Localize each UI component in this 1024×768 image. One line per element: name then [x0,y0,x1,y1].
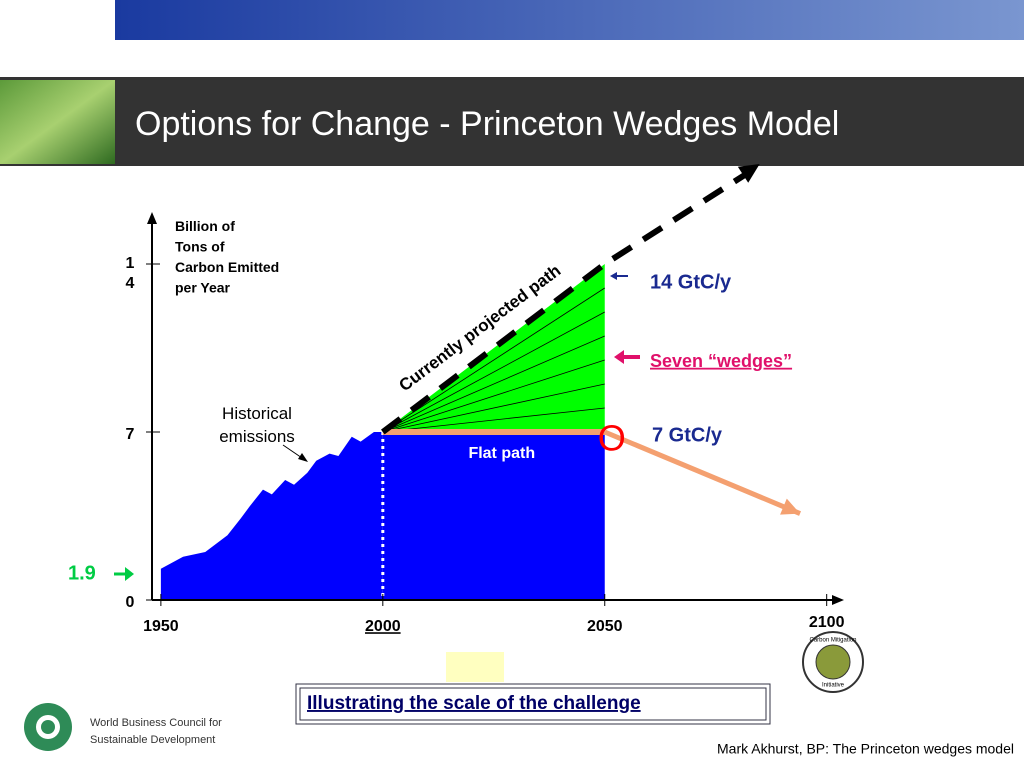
marker-annotation: O [598,418,626,459]
badge-text: Carbon Mitigation [809,638,856,644]
badge-text: Initiative [822,683,845,689]
x-tick-label: 2000 [365,618,401,635]
wedges-pointer-head [614,350,624,364]
highlight [446,652,504,682]
wedge-area [382,264,605,432]
start-pointer-head [125,567,134,581]
decline-line [603,429,802,516]
x-tick-label: 2050 [587,618,623,635]
start-annotation: 1.9 [68,562,96,584]
flat-annotation: 7 GtC/y [652,424,723,446]
flat-area [382,432,605,600]
y-axis-label-line: per Year [175,279,231,295]
logo-line: World Business Council for [90,717,222,729]
wedge-line [382,407,605,433]
projected-arrowhead [737,164,760,183]
y-axis-arrow [147,212,157,224]
y-tick-label: 14 [125,255,135,292]
historical-area [160,432,383,600]
wbcsd-logo [24,703,72,751]
slide-title: Options for Change - Princeton Wedges Mo… [135,105,839,143]
historical-label-line: emissions [219,427,295,446]
y-tick-label: 0 [125,594,135,611]
wedge-line [382,287,605,433]
wedge-line [382,383,605,433]
historical-pointer-head [298,453,308,462]
caption: Illustrating the scale of the challenge [307,693,641,714]
x-tick-label: 2100 [809,614,845,631]
flat-label: Flat path [468,445,535,462]
logo-line: Sustainable Development [90,734,215,746]
wedge-line [382,335,605,433]
credit: Mark Akhurst, BP: The Princeton wedges m… [717,741,1014,757]
y-axis-label: Billion of Tons of Carbon Emitted per Year [175,218,279,296]
y-axis-label-line: Billion of [175,218,235,234]
y-axis-label-line: Carbon Emitted [175,259,279,275]
top-pointer-head [610,272,617,280]
top-annotation: 14 GtC/y [650,271,732,293]
wedge-line [382,311,605,433]
projected-line [381,165,758,435]
caption-inner [299,687,767,721]
wedge-line [382,359,605,433]
wedges-label: Seven “wedges” [650,351,792,371]
historical-label: Historical emissions [219,404,295,446]
title-bar [0,77,1024,166]
top-band [115,0,1024,40]
caption-box [295,683,771,725]
y-tick-label: 7 [125,426,135,443]
leaf-image [0,80,115,164]
x-tick-label: 1950 [143,618,179,635]
decline-arrowhead [780,498,801,515]
y-axis-label-line: Tons of [175,238,225,254]
x-axis-arrow [832,595,844,605]
badge-center [815,644,851,680]
historical-label-line: Historical [222,404,292,423]
